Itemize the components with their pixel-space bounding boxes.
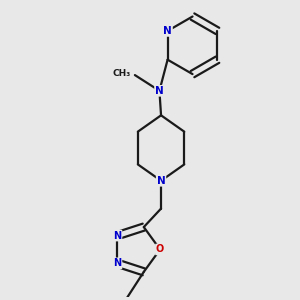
Text: N: N	[113, 258, 122, 268]
Text: O: O	[156, 244, 164, 254]
Text: N: N	[157, 176, 165, 186]
Text: N: N	[113, 231, 122, 241]
Text: N: N	[163, 26, 172, 36]
Text: CH₃: CH₃	[113, 69, 131, 78]
Text: N: N	[155, 86, 164, 96]
